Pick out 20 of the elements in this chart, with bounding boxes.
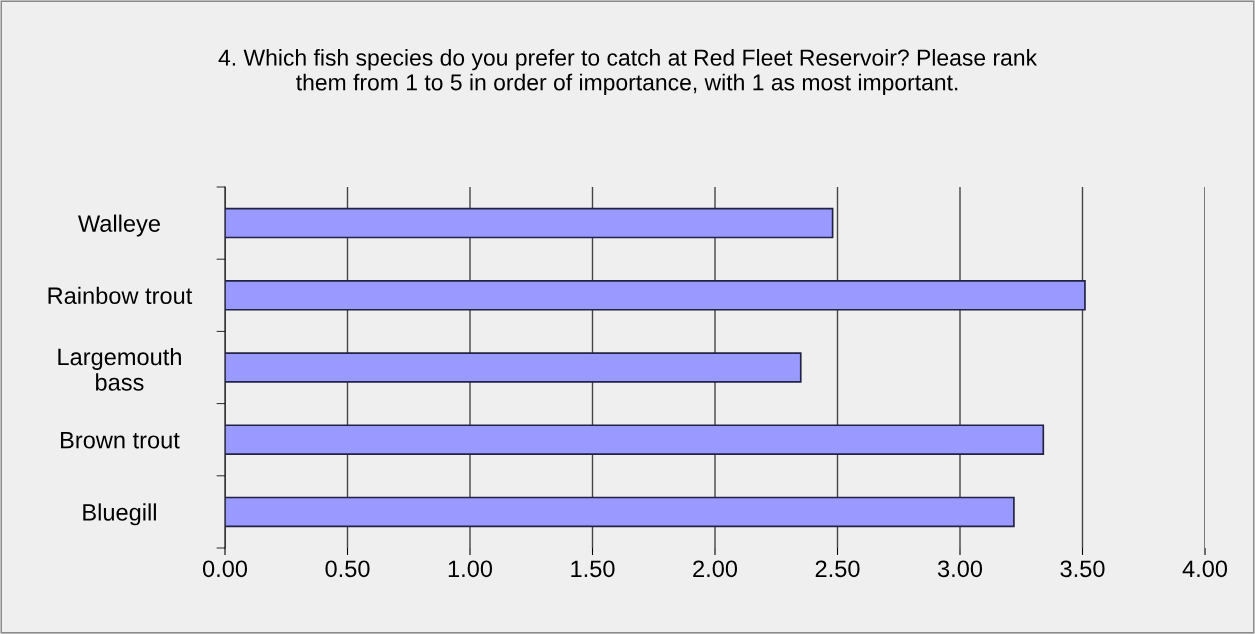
bar [225, 207, 834, 239]
y-tick-label: Brown trout [61, 432, 180, 449]
x-tick-label: 0.50 [325, 560, 370, 578]
y-tick-label: Largemouth bass [58, 347, 181, 391]
x-tick-label: 1.00 [448, 560, 493, 578]
x-tick-label: 3.50 [1060, 560, 1105, 578]
bar [225, 496, 1015, 528]
y-tick-label: Bluegill [83, 503, 156, 526]
x-tick-label: 4.00 [1182, 560, 1228, 578]
y-tick-label: Rainbow trout [48, 286, 193, 305]
x-tick-label: 1.50 [571, 560, 615, 578]
bar [225, 352, 802, 383]
bar [225, 424, 1045, 455]
x-tick-label: 2.50 [815, 560, 860, 578]
x-tick-label: 3.00 [937, 560, 983, 578]
x-tick-label: 0.00 [202, 560, 248, 578]
chart-title: 4. Which fish species do you prefer to catch at Red Fleet Reservoir? Please rank them from 1 to 5 in order of importance, with 1 as most important. [218, 48, 1038, 96]
bar [225, 280, 1086, 311]
x-tick-label: 2.00 [693, 560, 738, 578]
y-tick-label: Walleye [78, 214, 160, 237]
